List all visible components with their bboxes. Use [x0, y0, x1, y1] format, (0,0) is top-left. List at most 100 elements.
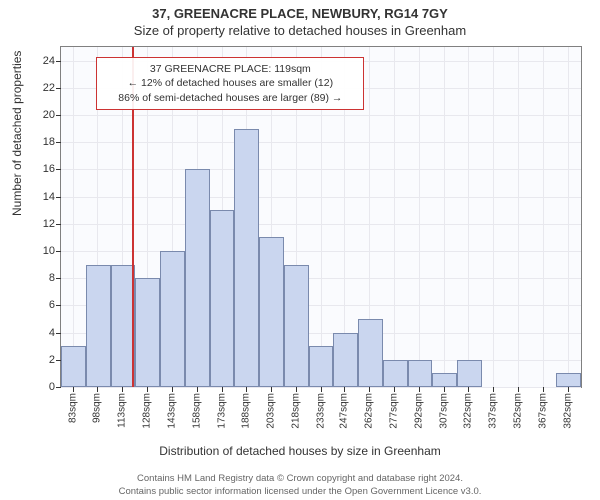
x-tick-label: 143sqm [166, 393, 177, 429]
x-tick-mark [296, 387, 297, 392]
histogram-bar [432, 373, 457, 387]
histogram-bar [358, 319, 383, 387]
x-tick-mark [344, 387, 345, 392]
y-tick-mark [56, 305, 61, 306]
footer-attribution: Contains HM Land Registry data © Crown c… [0, 473, 600, 498]
x-tick-label: 233sqm [316, 393, 327, 429]
x-tick-mark [222, 387, 223, 392]
x-tick-mark [493, 387, 494, 392]
x-tick-label: 292sqm [413, 393, 424, 429]
footer-line1: Contains HM Land Registry data © Crown c… [0, 473, 600, 485]
x-tick-label: 188sqm [241, 393, 252, 429]
x-tick-mark [321, 387, 322, 392]
y-tick-label: 10 [43, 245, 55, 257]
y-tick-label: 16 [43, 163, 55, 175]
gridline-v [394, 47, 395, 387]
x-tick-label: 322sqm [463, 393, 474, 429]
histogram-bar [160, 251, 185, 387]
gridline-v [419, 47, 420, 387]
y-tick-label: 14 [43, 191, 55, 203]
y-tick-mark [56, 224, 61, 225]
plot-area: 02468101214161820222483sqm98sqm113sqm128… [60, 46, 582, 388]
x-tick-label: 277sqm [388, 393, 399, 429]
histogram-bar [556, 373, 581, 387]
y-tick-label: 2 [49, 354, 55, 366]
x-tick-mark [73, 387, 74, 392]
y-tick-label: 22 [43, 82, 55, 94]
chart-title-line2: Size of property relative to detached ho… [0, 21, 600, 42]
gridline-v [543, 47, 544, 387]
x-tick-mark [197, 387, 198, 392]
y-tick-mark [56, 115, 61, 116]
x-tick-label: 218sqm [291, 393, 302, 429]
y-tick-mark [56, 197, 61, 198]
x-tick-mark [147, 387, 148, 392]
chart-title-line1: 37, GREENACRE PLACE, NEWBURY, RG14 7GY [0, 0, 600, 21]
x-tick-label: 128sqm [142, 393, 153, 429]
y-tick-label: 18 [43, 136, 55, 148]
x-tick-label: 352sqm [513, 393, 524, 429]
gridline-v [73, 47, 74, 387]
histogram-bar [408, 360, 433, 387]
x-tick-label: 337sqm [488, 393, 499, 429]
histogram-bar [210, 210, 235, 387]
annotation-box: 37 GREENACRE PLACE: 119sqm← 12% of detac… [96, 57, 364, 110]
x-tick-label: 247sqm [339, 393, 350, 429]
y-tick-label: 12 [43, 218, 55, 230]
y-tick-label: 8 [49, 272, 55, 284]
y-tick-mark [56, 251, 61, 252]
x-tick-mark [122, 387, 123, 392]
y-tick-mark [56, 387, 61, 388]
y-tick-label: 6 [49, 299, 55, 311]
x-tick-label: 203sqm [266, 393, 277, 429]
histogram-bar [135, 278, 160, 387]
gridline-v [518, 47, 519, 387]
y-tick-label: 20 [43, 109, 55, 121]
histogram-bar [309, 346, 334, 387]
x-axis-label: Distribution of detached houses by size … [40, 444, 560, 458]
x-tick-mark [246, 387, 247, 392]
x-tick-label: 83sqm [67, 393, 78, 423]
x-tick-mark [518, 387, 519, 392]
histogram-bar [383, 360, 408, 387]
gridline-v [493, 47, 494, 387]
y-axis-label: Number of detached properties [10, 51, 24, 216]
y-tick-label: 4 [49, 327, 55, 339]
x-tick-mark [568, 387, 569, 392]
x-tick-label: 113sqm [117, 393, 128, 428]
x-tick-label: 382sqm [562, 393, 573, 429]
annotation-line3: 86% of semi-detached houses are larger (… [105, 91, 355, 105]
x-tick-mark [369, 387, 370, 392]
y-tick-mark [56, 88, 61, 89]
x-tick-mark [271, 387, 272, 392]
y-tick-label: 24 [43, 55, 55, 67]
histogram-bar [457, 360, 482, 387]
gridline-v [568, 47, 569, 387]
histogram-bar [234, 129, 259, 387]
chart-container: 02468101214161820222483sqm98sqm113sqm128… [60, 46, 580, 416]
annotation-line1: 37 GREENACRE PLACE: 119sqm [105, 62, 355, 76]
x-tick-mark [468, 387, 469, 392]
x-tick-mark [444, 387, 445, 392]
x-tick-mark [172, 387, 173, 392]
y-tick-mark [56, 278, 61, 279]
histogram-bar [284, 265, 309, 387]
footer-line2: Contains public sector information licen… [0, 486, 600, 498]
histogram-bar [333, 333, 358, 387]
annotation-line2: ← 12% of detached houses are smaller (12… [105, 76, 355, 90]
x-tick-mark [543, 387, 544, 392]
histogram-bar [61, 346, 86, 387]
x-tick-label: 307sqm [438, 393, 449, 429]
y-tick-mark [56, 169, 61, 170]
x-tick-label: 98sqm [92, 393, 103, 423]
x-tick-mark [97, 387, 98, 392]
histogram-bar [185, 169, 210, 387]
gridline-v [468, 47, 469, 387]
y-tick-label: 0 [49, 381, 55, 393]
x-tick-label: 173sqm [216, 393, 227, 429]
histogram-bar [259, 237, 284, 387]
x-tick-mark [419, 387, 420, 392]
x-tick-label: 262sqm [364, 393, 375, 429]
y-tick-mark [56, 142, 61, 143]
x-tick-label: 158sqm [191, 393, 202, 429]
